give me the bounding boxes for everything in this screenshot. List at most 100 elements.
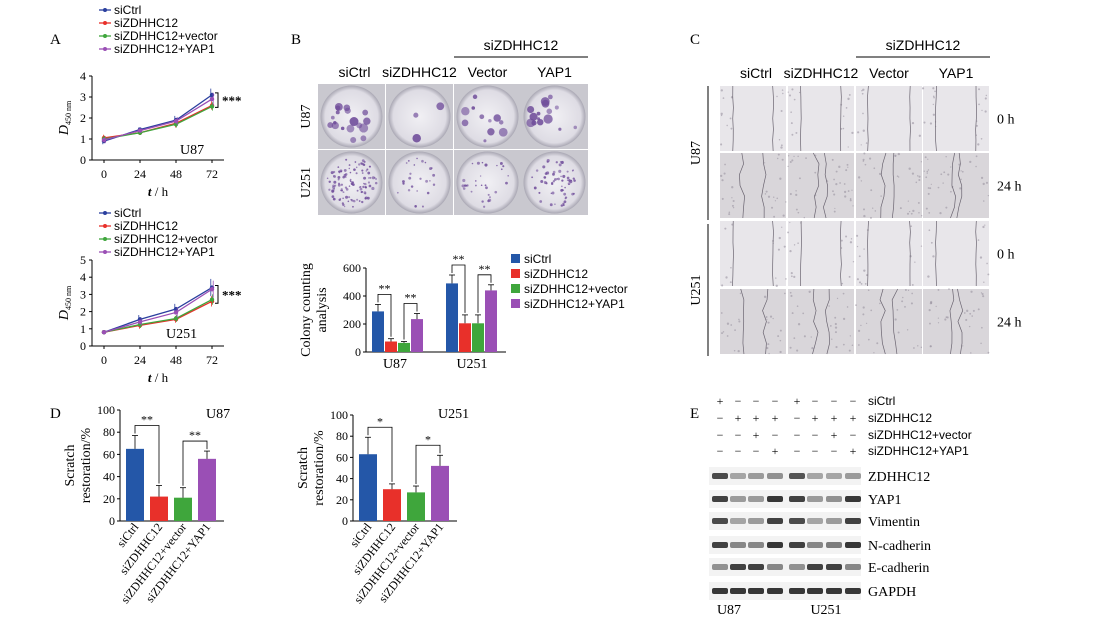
cell-speckle [969, 160, 972, 164]
cell-speckle [828, 305, 830, 307]
y-axis-label: Scratchrestoration/% [63, 427, 94, 503]
cell-speckle [987, 273, 990, 276]
cell-speckle [766, 318, 768, 320]
cell-speckle [763, 162, 766, 164]
cell-speckle [835, 170, 838, 173]
cell-speckle [928, 229, 931, 232]
cell-speckle [779, 339, 782, 342]
scratch-edge [956, 152, 963, 219]
condition-sign: − [794, 428, 801, 442]
condition-sign: + [772, 411, 779, 425]
colony [348, 185, 351, 187]
colony [436, 102, 445, 111]
x-tick-label: U87 [383, 357, 407, 372]
cell-speckle [763, 295, 767, 299]
condition-sign: + [717, 394, 724, 408]
cell-speckle [789, 192, 792, 196]
blot-strip [709, 558, 861, 576]
colony [343, 169, 347, 172]
y-tick-label: 4 [80, 69, 86, 83]
scratch-edge [935, 85, 937, 152]
cell-speckle [779, 329, 782, 332]
cell-speckle [731, 186, 734, 189]
cell-speckle [848, 93, 851, 96]
cell-speckle [855, 304, 857, 306]
protein-band [712, 496, 728, 502]
significance-bracket [215, 92, 219, 108]
colony [505, 181, 508, 185]
cell-speckle [907, 289, 910, 292]
cell-speckle [835, 183, 838, 186]
cell-speckle [894, 318, 897, 321]
column-label: siCtrl [339, 64, 371, 80]
cell-speckle [865, 322, 868, 325]
cell-speckle [730, 324, 733, 326]
y-tick-label: 4 [80, 270, 86, 284]
cell-speckle [730, 267, 732, 269]
y-axis-label: D450 nm [57, 100, 73, 136]
colony [407, 160, 410, 162]
bar [150, 496, 168, 521]
x-tick-label: 24 [134, 353, 146, 367]
colony [413, 164, 416, 166]
significance-label: *** [222, 287, 242, 302]
cell-speckle [918, 178, 921, 182]
colony [487, 193, 490, 196]
condition-label: siZDHHC12+vector [868, 428, 972, 442]
cell-speckle [789, 160, 792, 164]
scratch-edge [740, 288, 745, 355]
condition-sign: − [772, 394, 779, 408]
colony [535, 169, 539, 172]
culture-dish [320, 85, 383, 148]
cell-speckle [856, 234, 859, 237]
cell-speckle [769, 315, 773, 318]
colony [564, 186, 566, 189]
colony [421, 159, 424, 163]
condition-sign: + [794, 394, 801, 408]
cell-speckle [787, 155, 790, 157]
protein-band [767, 473, 783, 479]
cell-speckle [847, 166, 849, 168]
cell-speckle [932, 103, 935, 106]
colony [474, 180, 477, 182]
y-axis-label: Colony countinganalysis [299, 263, 330, 357]
scratch-edge [891, 288, 899, 355]
cell-speckle [785, 278, 787, 280]
colony [488, 198, 492, 202]
protein-band [826, 518, 842, 524]
cell-speckle [950, 190, 952, 193]
cell-speckle [866, 274, 868, 277]
cell-speckle [861, 92, 864, 95]
legend-swatch [511, 299, 520, 308]
cell-speckle [927, 275, 930, 278]
protein-band [807, 496, 823, 502]
condition-sign: − [735, 394, 742, 408]
condition-sign: + [753, 411, 760, 425]
y-tick-label: 20 [103, 492, 115, 506]
colony [470, 190, 473, 193]
colony [462, 178, 466, 183]
colony [507, 175, 509, 177]
cell-speckle [860, 283, 863, 285]
x-tick-label: U251 [456, 357, 487, 372]
colony [355, 172, 358, 175]
colony [560, 185, 563, 188]
cell-speckle [926, 170, 929, 173]
cell-speckle [848, 349, 851, 352]
bar [407, 492, 425, 521]
cell-speckle [724, 227, 727, 230]
colony [541, 99, 550, 108]
data-point [137, 319, 143, 325]
cell-speckle [856, 245, 859, 248]
colony [409, 172, 412, 175]
protein-band [730, 496, 746, 502]
colony [548, 94, 553, 100]
cell-speckle [858, 281, 862, 284]
cell-speckle [937, 186, 940, 189]
colony [366, 168, 369, 171]
colony [563, 192, 567, 196]
protein-band [748, 518, 764, 524]
protein-label: YAP1 [868, 493, 901, 508]
protein-band [767, 588, 783, 594]
cell-speckle [860, 324, 862, 327]
